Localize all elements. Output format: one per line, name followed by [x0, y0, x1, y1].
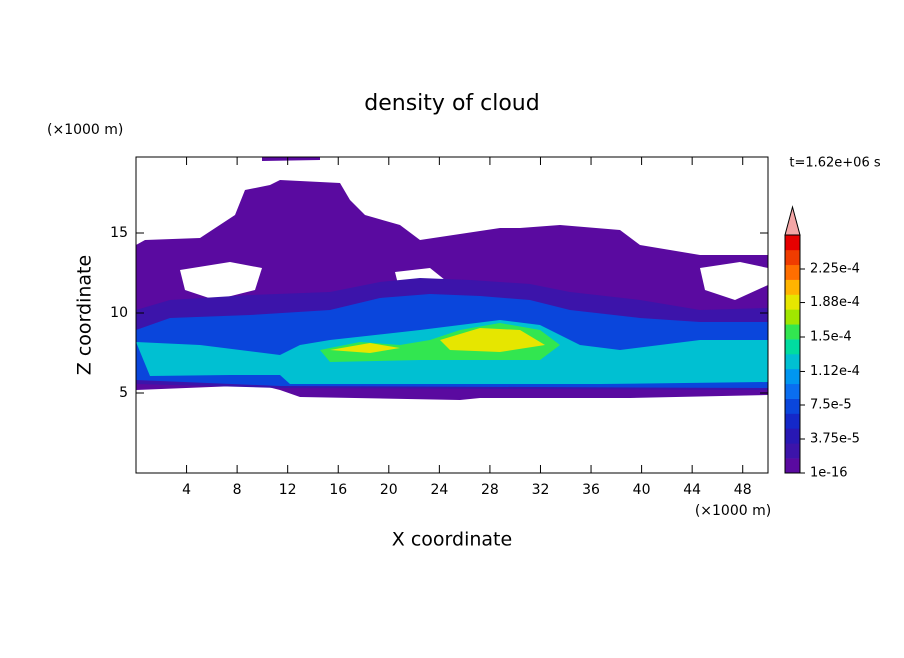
colorbar-box — [785, 324, 800, 340]
colorbar-tick-label: 1.88e-4 — [810, 295, 860, 310]
x-tick-label: 24 — [430, 482, 448, 498]
contour-region — [440, 328, 545, 352]
x-tick-label: 8 — [233, 482, 242, 498]
y-tick-label: 10 — [110, 305, 128, 321]
y-tick-label: 5 — [119, 385, 128, 401]
colorbar-box — [785, 443, 800, 459]
colorbar-box — [785, 279, 800, 295]
colorbar-box — [785, 413, 800, 429]
colorbar-tick-label: 1e-16 — [810, 466, 848, 481]
colorbar-box — [785, 249, 800, 266]
colorbar-box — [785, 309, 800, 325]
colorbar-box — [785, 339, 800, 355]
contour-region — [330, 343, 400, 353]
x-tick-label: 48 — [734, 482, 752, 498]
x-tick-label: 4 — [182, 482, 191, 498]
chart-title: density of cloud — [364, 91, 539, 116]
contour-region — [262, 157, 320, 161]
colorbar-box — [785, 398, 800, 414]
x-axis-label: X coordinate — [392, 529, 512, 551]
x-tick-label: 28 — [481, 482, 499, 498]
plot-frame — [135, 156, 769, 474]
colorbar-tick-label: 3.75e-5 — [810, 432, 860, 447]
contour-field — [136, 157, 768, 400]
colorbar-box — [785, 383, 800, 399]
contour-hole — [700, 262, 768, 300]
x-tick-label: 36 — [582, 482, 600, 498]
x-tick-label: 32 — [532, 482, 550, 498]
colorbar-box — [785, 368, 800, 385]
time-label: t=1.62e+06 s — [789, 156, 881, 171]
colorbar-box — [785, 458, 800, 474]
colorbar-box — [785, 428, 800, 444]
colorbar-tick-label: 2.25e-4 — [810, 262, 860, 277]
contour-hole — [180, 262, 262, 300]
colorbar-tick-label: 1.5e-4 — [810, 330, 852, 345]
colorbar-box — [785, 354, 800, 370]
colorbar-tick-label: 1.12e-4 — [810, 364, 860, 379]
colorbar-box — [785, 235, 800, 251]
colorbar-box — [785, 294, 800, 310]
x-tick-label: 12 — [279, 482, 297, 498]
y-axis-label: Z coordinate — [74, 255, 96, 375]
y-unit: (×1000 m) — [47, 122, 123, 138]
x-tick-label: 44 — [683, 482, 701, 498]
x-tick-label: 40 — [633, 482, 651, 498]
x-unit: (×1000 m) — [695, 503, 771, 519]
colorbar-box — [785, 264, 800, 280]
colorbar-tick-label: 7.5e-5 — [810, 398, 852, 413]
colorbar-frame — [784, 234, 801, 474]
x-tick-label: 16 — [329, 482, 347, 498]
y-tick-label: 15 — [110, 225, 128, 241]
x-tick-label: 20 — [380, 482, 398, 498]
